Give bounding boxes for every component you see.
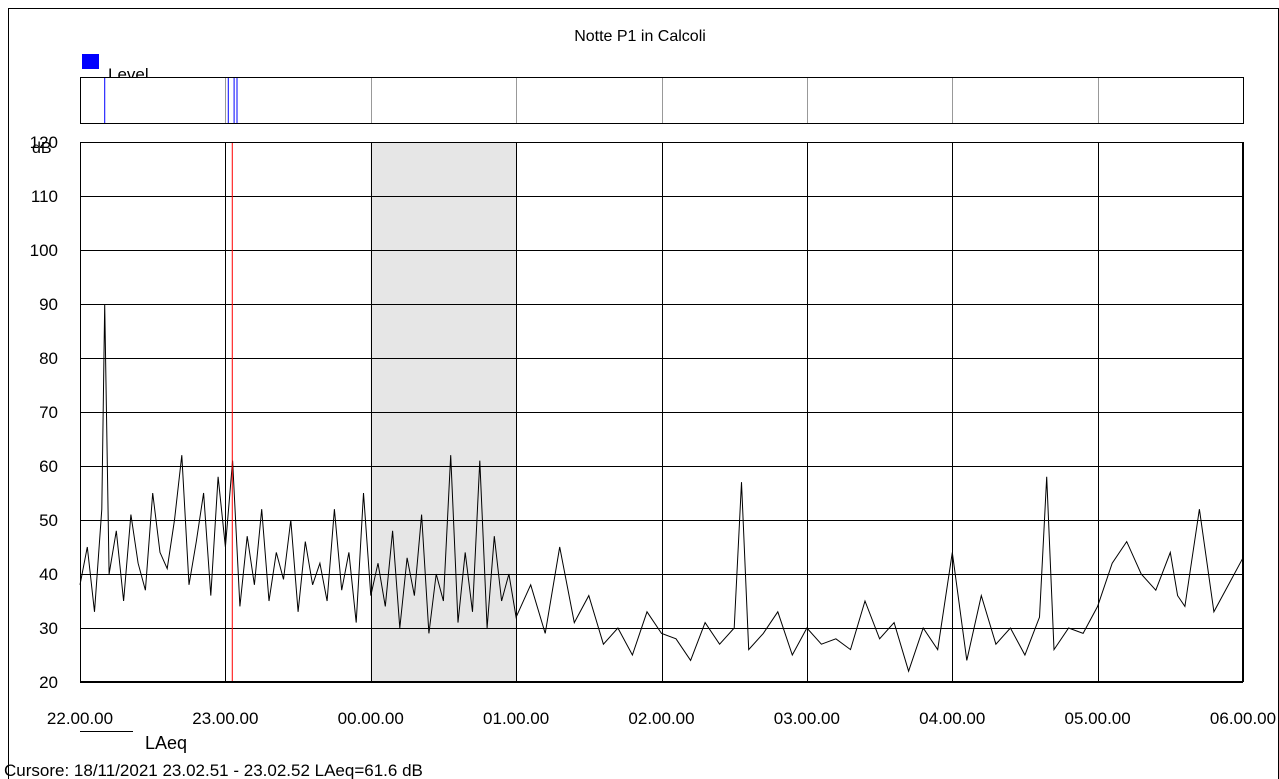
x-axis-ticks: 22.00.00 23.00.00 00.00.00 01.00.00 02.00.00… bbox=[47, 709, 1276, 728]
x-tick-label: 00.00.00 bbox=[338, 709, 404, 728]
x-tick-label: 01.00.00 bbox=[483, 709, 549, 728]
y-tick-label: 80 bbox=[39, 349, 58, 368]
y-tick-label: 90 bbox=[39, 295, 58, 314]
level-overview-markers bbox=[104, 78, 238, 123]
legend-laeq-label: LAeq bbox=[145, 733, 187, 753]
y-tick-label: 100 bbox=[30, 241, 58, 260]
x-tick-label: 03.00.00 bbox=[774, 709, 840, 728]
y-axis-ticks: 120 110 100 90 80 70 60 50 40 30 20 bbox=[30, 133, 58, 692]
y-tick-label: 20 bbox=[39, 673, 58, 692]
x-tick-label: 22.00.00 bbox=[47, 709, 113, 728]
level-legend-swatch bbox=[82, 54, 99, 69]
plot-border bbox=[80, 142, 1243, 682]
y-tick-label: 60 bbox=[39, 457, 58, 476]
y-axis-label: dB bbox=[32, 140, 52, 157]
x-tick-label: 23.00.00 bbox=[192, 709, 258, 728]
y-tick-label: 40 bbox=[39, 565, 58, 584]
level-overview-grid bbox=[225, 78, 1099, 123]
y-tick-label: 120 bbox=[30, 133, 58, 152]
x-tick-label: 02.00.00 bbox=[628, 709, 694, 728]
laeq-series-line bbox=[79, 303, 1244, 673]
y-tick-label: 30 bbox=[39, 619, 58, 638]
chart-title: Notte P1 in Calcoli bbox=[574, 28, 706, 45]
y-tick-label: 70 bbox=[39, 403, 58, 422]
x-tick-label: 04.00.00 bbox=[919, 709, 985, 728]
cursor-readout: Cursore: 18/11/2021 23.02.51 - 23.02.52 … bbox=[4, 761, 423, 779]
y-tick-label: 50 bbox=[39, 511, 58, 530]
x-tick-label: 05.00.00 bbox=[1065, 709, 1131, 728]
y-tick-label: 110 bbox=[31, 187, 58, 206]
x-tick-label: 06.00.00 bbox=[1210, 709, 1276, 728]
